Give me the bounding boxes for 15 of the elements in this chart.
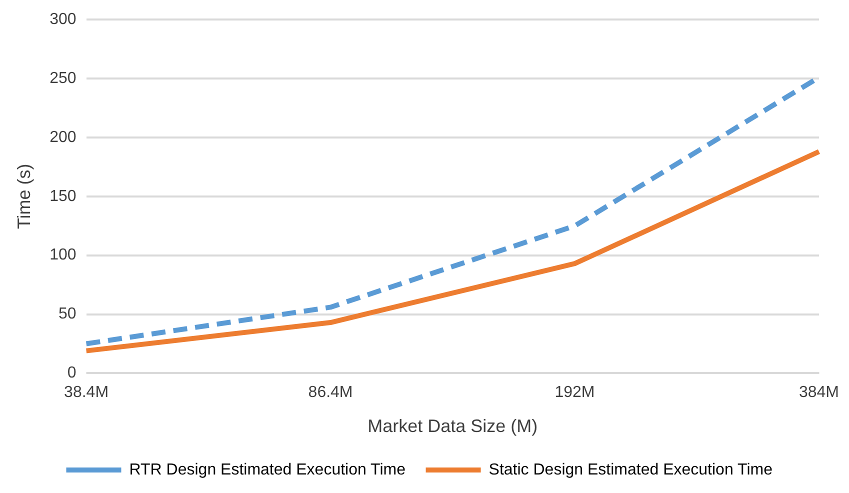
x-tick-label: 38.4M xyxy=(64,384,109,402)
y-tick-label: 50 xyxy=(58,306,76,323)
x-tick-label: 86.4M xyxy=(308,384,353,402)
y-axis-title: Time (s) xyxy=(14,164,34,230)
x-axis-title: Market Data Size (M) xyxy=(368,416,538,436)
legend-label: RTR Design Estimated Execution Time xyxy=(129,461,406,478)
x-tick-label: 384M xyxy=(798,384,840,402)
legend-label: Static Design Estimated Execution Time xyxy=(488,461,773,478)
y-tick-label: 200 xyxy=(50,128,76,146)
y-tick-label: 250 xyxy=(50,70,76,87)
y-tick-label: 0 xyxy=(67,364,76,382)
y-tick-label: 100 xyxy=(50,246,76,264)
x-tick-label: 192M xyxy=(554,384,595,402)
y-tick-label: 300 xyxy=(50,11,76,28)
y-tick-label: 150 xyxy=(50,188,76,205)
